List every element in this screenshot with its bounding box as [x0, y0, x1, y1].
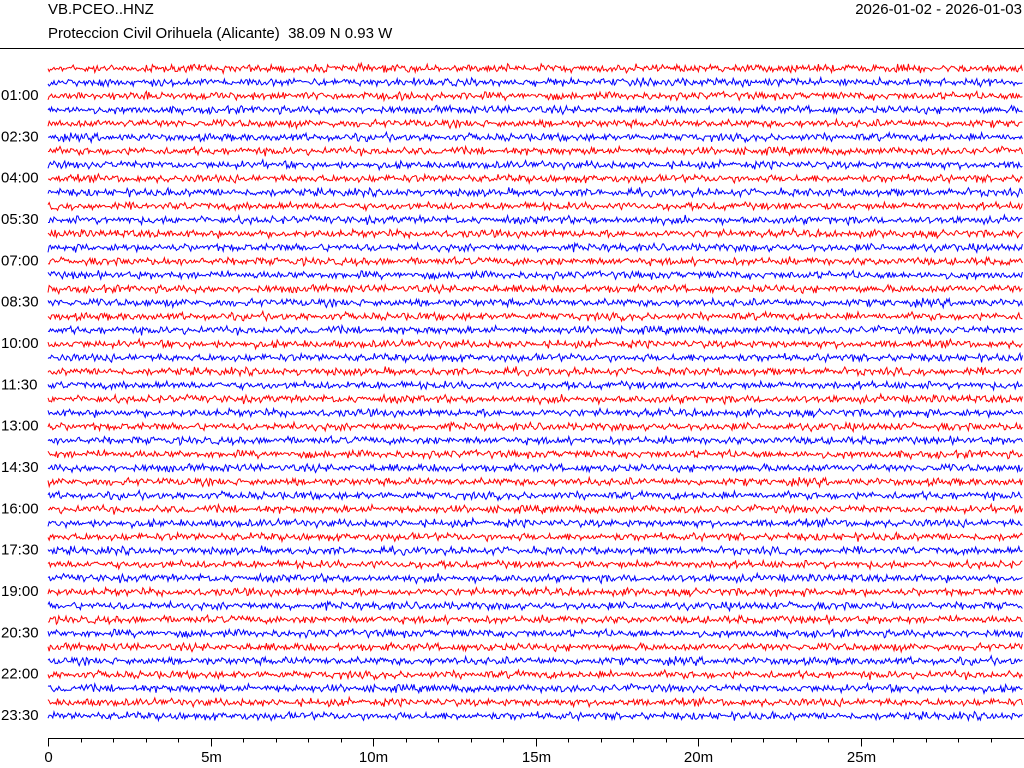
x-tick-label: 10m	[359, 749, 388, 766]
row-time-label: 04:00	[1, 170, 39, 187]
seismic-trace	[47, 323, 1023, 336]
seismic-trace	[47, 681, 1023, 695]
x-tick-label: 0	[44, 749, 52, 766]
x-tick-label: 25m	[847, 749, 876, 766]
seismic-trace	[47, 337, 1023, 351]
row-time-label: 05:30	[1, 211, 39, 228]
x-tick-label: 15m	[522, 749, 551, 766]
seismic-trace	[47, 641, 1023, 654]
seismic-trace	[47, 420, 1023, 434]
seismic-trace	[47, 599, 1023, 613]
seismic-trace	[47, 668, 1023, 681]
row-time-label: 01:00	[1, 87, 39, 104]
seismic-trace	[47, 379, 1023, 392]
seismic-trace	[47, 571, 1023, 585]
seismic-trace	[47, 695, 1023, 709]
station-code: VB.PCEO..HNZ	[48, 1, 154, 18]
seismic-trace	[47, 475, 1023, 489]
seismic-trace	[47, 516, 1023, 530]
row-time-label: 16:00	[1, 500, 39, 517]
seismic-trace	[47, 89, 1023, 103]
row-time-label: 02:30	[1, 128, 39, 145]
seismic-trace	[47, 585, 1023, 598]
seismic-trace	[47, 462, 1023, 474]
seismic-trace	[47, 654, 1023, 667]
seismic-trace	[47, 448, 1023, 461]
seismic-trace	[47, 296, 1023, 310]
seismic-trace	[47, 158, 1023, 172]
seismic-trace	[47, 406, 1023, 419]
seismic-trace	[47, 269, 1023, 281]
row-time-label: 20:30	[1, 624, 39, 641]
seismic-trace	[47, 144, 1023, 157]
seismic-trace	[47, 627, 1023, 640]
seismic-trace	[47, 186, 1023, 199]
seismic-trace	[47, 488, 1023, 502]
seismic-trace	[47, 130, 1023, 145]
row-time-label: 22:00	[1, 666, 39, 683]
x-tick-label: 5m	[201, 749, 222, 766]
row-time-label: 13:00	[1, 418, 39, 435]
seismic-trace	[47, 61, 1023, 76]
seismic-trace	[47, 75, 1023, 89]
seismic-trace	[47, 392, 1023, 406]
date-range: 2026-01-02 - 2026-01-03	[855, 1, 1022, 18]
row-time-label: 19:00	[1, 583, 39, 600]
seismic-trace	[47, 351, 1023, 365]
seismic-trace	[47, 613, 1023, 626]
seismic-trace	[47, 309, 1023, 323]
seismic-trace	[47, 558, 1023, 571]
row-time-label: 23:30	[1, 707, 39, 724]
x-tick-label: 20m	[684, 749, 713, 766]
seismic-trace	[47, 103, 1023, 116]
seismic-trace	[47, 530, 1023, 544]
seismic-trace	[47, 117, 1023, 131]
row-time-label: 14:30	[1, 459, 39, 476]
seismic-trace	[47, 434, 1023, 447]
row-time-label: 11:30	[1, 376, 37, 393]
seismic-trace	[47, 502, 1023, 516]
seismic-trace	[48, 213, 1023, 227]
seismic-trace	[47, 365, 1023, 378]
seismic-trace	[47, 710, 1023, 723]
seismic-trace	[47, 200, 1023, 213]
station-location: Proteccion Civil Orihuela (Alicante) 38.…	[48, 25, 393, 42]
row-time-label: 10:00	[1, 335, 39, 352]
row-time-label: 17:30	[1, 542, 39, 559]
row-time-label: 08:30	[1, 294, 39, 311]
seismic-trace	[47, 241, 1023, 255]
seismic-trace	[47, 255, 1023, 268]
row-time-label: 07:00	[1, 252, 39, 269]
seismic-trace	[48, 172, 1023, 185]
seismic-trace	[47, 282, 1023, 296]
seismic-trace	[47, 227, 1023, 240]
seismic-trace	[47, 544, 1023, 557]
